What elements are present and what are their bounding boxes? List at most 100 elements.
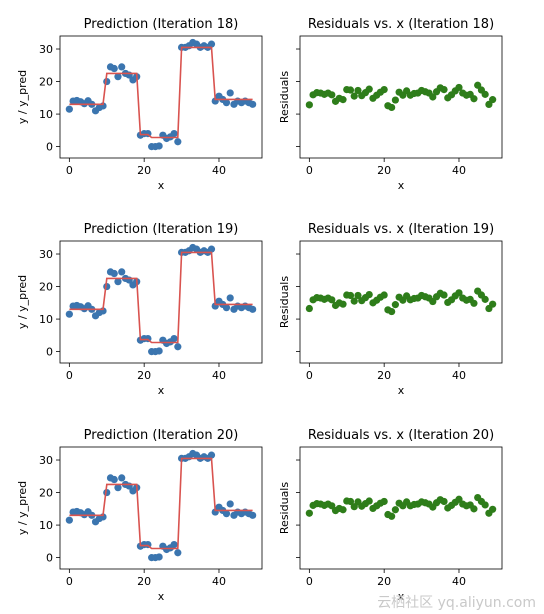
data-point: [440, 291, 448, 299]
data-point: [481, 501, 489, 509]
data-point: [455, 289, 463, 297]
x-axis-label: x: [158, 179, 165, 192]
prediction-line: [69, 457, 253, 550]
data-point: [118, 268, 126, 276]
axes-frame: [299, 240, 503, 364]
data-point: [170, 541, 178, 549]
data-point: [350, 92, 358, 100]
data-point: [339, 506, 347, 514]
y-axis-label: Residuals: [278, 482, 291, 534]
prediction-line: [69, 251, 253, 344]
data-point: [207, 451, 216, 459]
x-tick-label: 20: [377, 575, 391, 588]
data-point: [118, 474, 126, 482]
data-point: [114, 73, 122, 81]
data-point: [481, 90, 489, 98]
data-point: [305, 304, 313, 313]
x-tick-label: 20: [137, 369, 151, 382]
x-tick-label: 40: [452, 164, 466, 177]
data-point: [305, 509, 313, 517]
data-point: [118, 63, 126, 71]
data-point: [354, 86, 362, 95]
axes-frame: [59, 35, 263, 159]
panel-3: Prediction (Iteration 19) 0 20 40 x y / y_pre…: [16, 222, 263, 397]
prediction-line: [69, 46, 253, 139]
y-tick-label: 0: [46, 552, 53, 565]
data-point: [339, 300, 347, 308]
data-point: [249, 511, 257, 519]
data-point: [174, 549, 182, 557]
panel-1: Prediction (Iteration 18) 0 20 40 x y / y_pre…: [16, 17, 263, 192]
data-point: [380, 291, 388, 299]
y-tick-label: 30: [39, 43, 53, 56]
data-point: [365, 497, 373, 505]
data-point: [207, 245, 216, 253]
y-axis-label: y / y_pred: [16, 275, 29, 329]
y-tick-label: 30: [39, 454, 53, 467]
data-point: [65, 105, 73, 113]
data-point: [391, 96, 399, 104]
data-point: [305, 101, 313, 109]
data-point: [110, 269, 118, 278]
y-tick-label: 10: [39, 313, 53, 326]
x-tick-label: 40: [452, 575, 466, 588]
data-point: [440, 85, 448, 94]
data-point: [328, 296, 336, 304]
axes-frame: [59, 240, 263, 364]
y-tick-label: 20: [39, 76, 53, 89]
data-point: [114, 484, 122, 492]
x-tick-label: 0: [306, 575, 313, 588]
data-point: [170, 335, 178, 343]
y-axis-label: Residuals: [278, 276, 291, 328]
data-point: [110, 64, 118, 73]
x-tick-label: 0: [66, 369, 73, 382]
axes-frame: [299, 35, 503, 159]
data-point: [207, 40, 216, 48]
x-axis-label: x: [398, 590, 405, 603]
data-point: [429, 93, 437, 101]
x-tick-label: 0: [66, 575, 73, 588]
data-point: [354, 291, 362, 300]
panel-title: Residuals vs. x (Iteration 20): [308, 428, 494, 443]
data-point: [174, 138, 182, 146]
data-point: [380, 85, 388, 94]
panel-6: Residuals vs. x (Iteration 20) 0 20 40 x Resi…: [278, 428, 503, 603]
panel-title: Residuals vs. x (Iteration 19): [308, 222, 494, 237]
x-tick-label: 0: [66, 164, 73, 177]
data-point: [470, 505, 478, 513]
panel-title: Prediction (Iteration 18): [84, 17, 239, 32]
data-point: [222, 304, 231, 312]
data-point: [155, 553, 163, 561]
y-tick-label: 30: [39, 248, 53, 261]
panel-4: Residuals vs. x (Iteration 19) 0 20 40 x Resi…: [278, 222, 503, 397]
x-tick-label: 0: [306, 369, 313, 382]
y-axis-label: y / y_pred: [16, 70, 29, 124]
x-axis-label: x: [398, 179, 405, 192]
data-point: [489, 300, 497, 308]
data-point: [222, 99, 231, 107]
x-tick-label: 0: [306, 164, 313, 177]
data-point: [391, 301, 399, 309]
y-axis-label: y / y_pred: [16, 481, 29, 535]
data-point: [226, 89, 234, 97]
axes-frame: [59, 446, 263, 570]
y-tick-label: 10: [39, 519, 53, 532]
data-point: [365, 85, 373, 93]
panel-title: Prediction (Iteration 20): [84, 428, 239, 443]
x-axis-label: x: [158, 590, 165, 603]
panel-5: Prediction (Iteration 20) 0 20 40 x y / y_pre…: [16, 428, 263, 603]
data-point: [470, 95, 478, 103]
data-point: [249, 100, 257, 108]
data-point: [380, 497, 388, 506]
x-tick-label: 20: [137, 575, 151, 588]
data-point: [440, 497, 448, 506]
data-point: [365, 290, 373, 299]
data-point: [391, 506, 399, 514]
data-point: [110, 475, 118, 484]
data-point: [226, 500, 234, 508]
x-axis-label: x: [158, 384, 165, 397]
data-point: [222, 510, 231, 518]
x-tick-label: 40: [212, 575, 226, 588]
data-point: [489, 96, 497, 104]
